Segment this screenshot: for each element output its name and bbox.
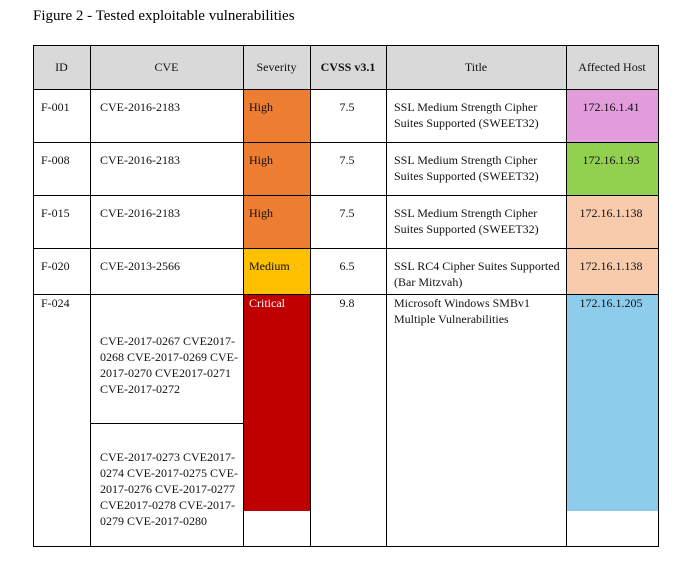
border	[33, 45, 34, 546]
body-cell: F-008	[41, 153, 70, 167]
border	[310, 45, 311, 546]
border	[243, 45, 244, 546]
body-cell: 7.5	[339, 206, 355, 220]
host-bg	[566, 294, 658, 511]
host-bg	[566, 195, 658, 248]
cve-cell: CVE-2017-0267 CVE2017-0268 CVE-2017-0269…	[100, 334, 238, 396]
body-cell: SSL RC4 Cipher Suites Supported (Bar Mit…	[394, 259, 560, 289]
header-cell: ID	[55, 60, 68, 74]
body-cell: 172.16.1.138	[579, 259, 643, 273]
body-cell: F-015	[41, 206, 70, 220]
border	[33, 89, 659, 90]
severity-bg	[243, 195, 310, 248]
severity-bg	[243, 89, 310, 142]
severity-bg	[243, 294, 310, 511]
border	[90, 45, 91, 546]
body-cell: 7.5	[339, 153, 355, 167]
host-bg	[566, 248, 658, 294]
host-bg	[566, 89, 658, 142]
border	[33, 45, 659, 46]
body-cell: SSL Medium Strength Cipher Suites Suppor…	[394, 153, 539, 183]
body-cell: CVE-2016-2183	[100, 153, 180, 167]
body-cell: Medium	[249, 259, 290, 273]
body-cell: 172.16.1.93	[582, 153, 640, 167]
header-cell: Affected Host	[578, 60, 646, 74]
header-bg	[33, 45, 658, 89]
header-cell: Title	[464, 60, 488, 74]
cve-cell: CVE-2017-0273 CVE2017-0274 CVE-2017-0275…	[100, 450, 238, 528]
border	[658, 45, 659, 546]
body-cell: F-024	[41, 296, 70, 310]
border	[33, 546, 659, 547]
body-cell: CVE-2016-2183	[100, 100, 180, 114]
caption: Figure 2 - Tested exploitable vulnerabil…	[33, 8, 295, 24]
header-cell: Severity	[256, 60, 297, 74]
border	[386, 45, 387, 546]
border	[33, 294, 659, 295]
body-cell: High	[249, 153, 273, 167]
body-cell: 172.16.1.138	[579, 206, 643, 220]
body-cell: 6.5	[339, 259, 355, 273]
header-cell: CVE	[154, 60, 179, 74]
body-cell: F-020	[41, 259, 70, 273]
severity-bg	[243, 142, 310, 195]
border	[33, 142, 659, 143]
body-cell: F-001	[41, 100, 70, 114]
host-bg	[566, 142, 658, 195]
body-cell: Microsoft Windows SMBv1 Multiple Vulnera…	[394, 296, 530, 326]
body-cell: Critical	[249, 296, 285, 310]
border	[33, 195, 659, 196]
header-cell: CVSS v3.1	[320, 60, 376, 74]
severity-bg	[243, 248, 310, 294]
body-cell: 7.5	[339, 100, 355, 114]
body-cell: 172.16.1.41	[582, 100, 640, 114]
body-cell: High	[249, 100, 273, 114]
body-cell: CVE-2016-2183	[100, 206, 180, 220]
body-cell: 9.8	[339, 296, 355, 310]
border	[90, 423, 243, 424]
border	[33, 248, 659, 249]
body-cell: 172.16.1.205	[579, 296, 643, 310]
body-cell: High	[249, 206, 273, 220]
body-cell: CVE-2013-2566	[100, 259, 180, 273]
body-cell: SSL Medium Strength Cipher Suites Suppor…	[394, 206, 539, 236]
border	[566, 45, 567, 546]
body-cell: SSL Medium Strength Cipher Suites Suppor…	[394, 100, 539, 130]
